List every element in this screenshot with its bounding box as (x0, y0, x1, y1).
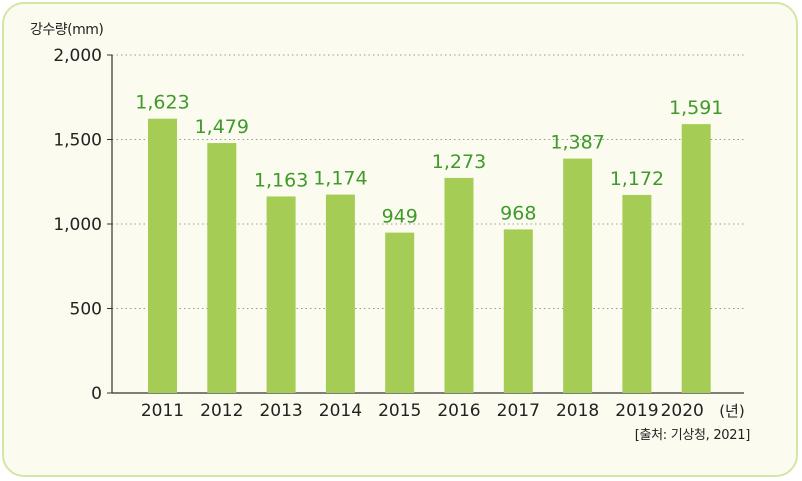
y-tick-label: 1,000 (53, 215, 102, 235)
data-label: 1,174 (313, 168, 367, 190)
y-tick-label: 2,000 (53, 46, 102, 66)
bar (266, 196, 296, 393)
x-tick-label: 2016 (437, 401, 480, 421)
y-axis-title: 강수량(mm) (30, 22, 104, 38)
x-tick-label: 2015 (378, 401, 421, 421)
bar (622, 194, 652, 393)
bar (385, 232, 415, 393)
data-label: 1,387 (550, 132, 604, 154)
x-tick-label: 2012 (200, 401, 243, 421)
data-label: 968 (500, 202, 536, 224)
data-label: 1,163 (254, 169, 308, 191)
y-tick-label: 500 (70, 300, 102, 320)
x-tick-label: 2019 (615, 401, 658, 421)
y-tick-label: 1,500 (53, 131, 102, 151)
x-tick-label: 2017 (497, 401, 540, 421)
data-label: 1,479 (195, 116, 249, 138)
x-tick-label: 2013 (259, 401, 302, 421)
x-tick-label: 2018 (556, 401, 599, 421)
bar (681, 124, 711, 393)
data-label: 949 (382, 206, 418, 228)
data-label: 1,273 (432, 151, 486, 173)
y-tick-label: 0 (91, 384, 102, 404)
x-tick-label: 2011 (141, 401, 184, 421)
data-label: 1,623 (135, 92, 189, 114)
bar (207, 143, 237, 393)
bar (503, 229, 533, 393)
x-tick-label: 2014 (319, 401, 362, 421)
data-label: 1,172 (610, 168, 664, 190)
x-tick-label: 2020 (661, 401, 704, 421)
bar (563, 158, 593, 393)
bar (325, 194, 355, 393)
data-label: 1,591 (669, 97, 723, 119)
x-unit-label: (년) (719, 402, 745, 420)
source-note: [출처: 기상청, 2021] (634, 428, 751, 443)
bar (444, 177, 474, 393)
bar (148, 118, 177, 393)
